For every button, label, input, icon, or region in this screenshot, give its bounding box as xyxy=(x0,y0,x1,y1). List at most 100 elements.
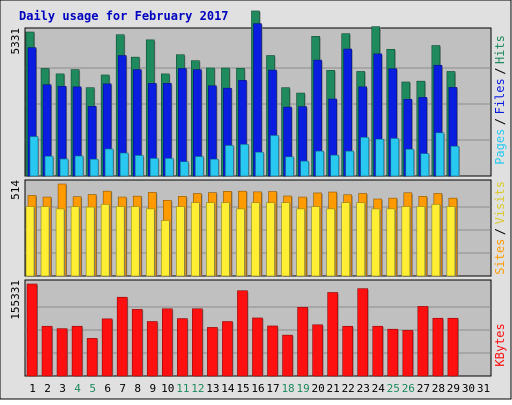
kbytes-bar-kbytes-21 xyxy=(327,292,338,377)
usage-legend-hits: Hits xyxy=(493,35,507,64)
kbytes-bar-kbytes-29 xyxy=(447,317,459,377)
usage-bar-pages-25 xyxy=(390,138,400,177)
kbytes-bar-kbytes-7 xyxy=(116,296,128,377)
usage-bar-pages-21 xyxy=(330,154,339,177)
usage-bar-pages-19 xyxy=(300,160,309,177)
usage-bar-pages-5 xyxy=(89,158,99,177)
usage-bar-pages-4 xyxy=(74,155,84,177)
visits-bar-visits-13 xyxy=(206,202,215,277)
usage-bar-pages-14 xyxy=(225,145,234,177)
visits-bar-visits-6 xyxy=(100,204,110,277)
usage-bar-pages-9 xyxy=(149,158,159,177)
kbytes-bar-kbytes-12 xyxy=(192,308,203,377)
visits-bar-visits-15 xyxy=(236,208,245,277)
kbytes-legend-kbytes: KBytes xyxy=(493,323,507,366)
day-label-1: 1 xyxy=(29,382,36,395)
kbytes-bar-kbytes-19 xyxy=(297,306,308,377)
day-label-30: 30 xyxy=(462,382,475,395)
day-label-7: 7 xyxy=(119,382,126,395)
usage-bar-pages-10 xyxy=(164,158,174,177)
kbytes-bar-kbytes-1 xyxy=(26,283,38,377)
usage-bar-pages-8 xyxy=(134,155,144,177)
visits-bar-visits-19 xyxy=(296,208,305,277)
visits-legend-visits: Visits xyxy=(493,181,507,224)
usage-bar-pages-16 xyxy=(255,151,264,177)
day-label-8: 8 xyxy=(134,382,141,395)
kbytes-bar-kbytes-22 xyxy=(342,325,353,377)
kbytes-bar-kbytes-16 xyxy=(252,317,263,377)
day-label-16: 16 xyxy=(251,382,264,395)
kbytes-bar-kbytes-20 xyxy=(312,324,323,377)
kbytes-bar-kbytes-13 xyxy=(207,327,218,377)
visits-bar-visits-10 xyxy=(160,220,170,277)
visits-bar-visits-12 xyxy=(191,202,200,277)
day-label-19: 19 xyxy=(296,382,309,395)
day-label-31: 31 xyxy=(477,382,490,395)
visits-legend-sep: / xyxy=(493,228,507,235)
day-label-5: 5 xyxy=(89,382,96,395)
usage-bar-pages-20 xyxy=(315,150,324,177)
kbytes-bar-kbytes-9 xyxy=(146,321,158,377)
usage-legend-sep1: / xyxy=(493,118,507,125)
visits-bar-visits-20 xyxy=(311,206,320,277)
visits-bar-visits-2 xyxy=(40,206,50,277)
day-label-13: 13 xyxy=(206,382,219,395)
visits-bar-visits-11 xyxy=(176,206,185,277)
kbytes-bar-kbytes-24 xyxy=(372,325,384,377)
day-label-25: 25 xyxy=(387,382,400,395)
visits-bar-visits-17 xyxy=(266,202,275,277)
usage-ymax-label: 5331 xyxy=(9,28,22,55)
usage-bar-pages-18 xyxy=(285,156,294,177)
usage-bar-pages-28 xyxy=(435,132,445,177)
kbytes-ymax-label: 155331 xyxy=(9,280,22,320)
kbytes-bar-kbytes-2 xyxy=(41,325,53,377)
kbytes-bar-kbytes-18 xyxy=(282,334,293,377)
usage-bar-pages-29 xyxy=(450,145,460,177)
day-label-4: 4 xyxy=(74,382,81,395)
visits-bar-visits-23 xyxy=(356,202,366,277)
visits-bar-visits-16 xyxy=(251,202,260,277)
day-label-24: 24 xyxy=(372,382,386,395)
kbytes-bar-kbytes-27 xyxy=(417,306,429,377)
kbytes-bar-kbytes-28 xyxy=(432,317,444,377)
day-label-18: 18 xyxy=(281,382,294,395)
kbytes-bar-kbytes-3 xyxy=(56,328,68,377)
usage-bar-pages-12 xyxy=(195,156,204,177)
day-label-23: 23 xyxy=(357,382,370,395)
visits-bar-visits-18 xyxy=(281,202,290,277)
kbytes-bar-kbytes-26 xyxy=(402,330,414,377)
day-label-29: 29 xyxy=(447,382,460,395)
kbytes-bar-kbytes-23 xyxy=(357,288,369,377)
kbytes-bar-kbytes-10 xyxy=(161,308,173,377)
kbytes-bar-kbytes-15 xyxy=(237,290,248,377)
usage-bar-pages-23 xyxy=(360,137,370,177)
usage-legend-sep2: / xyxy=(493,68,507,75)
kbytes-bar-kbytes-8 xyxy=(131,309,143,377)
day-label-11: 11 xyxy=(176,382,189,395)
usage-legend-pages: Pages xyxy=(493,129,507,165)
visits-bar-visits-22 xyxy=(341,202,350,277)
usage-bar-pages-13 xyxy=(210,158,219,177)
visits-bar-visits-27 xyxy=(416,206,426,277)
visits-ymax-label: 514 xyxy=(9,180,22,200)
visits-bar-visits-25 xyxy=(386,208,396,277)
day-label-21: 21 xyxy=(327,382,340,395)
visits-bar-visits-7 xyxy=(115,206,125,277)
usage-bar-pages-24 xyxy=(375,138,385,177)
day-label-14: 14 xyxy=(221,382,235,395)
usage-bar-pages-15 xyxy=(240,144,249,177)
day-label-15: 15 xyxy=(236,382,249,395)
usage-bar-pages-17 xyxy=(270,135,279,177)
usage-bar-pages-7 xyxy=(119,152,129,177)
visits-bar-visits-4 xyxy=(70,206,80,277)
visits-bar-visits-28 xyxy=(431,204,441,277)
day-label-10: 10 xyxy=(161,382,174,395)
chart-title: Daily usage for February 2017 xyxy=(19,9,229,23)
kbytes-bar-kbytes-5 xyxy=(86,338,98,377)
visits-bar-visits-9 xyxy=(145,208,155,277)
day-label-12: 12 xyxy=(191,382,204,395)
visits-bar-visits-1 xyxy=(25,206,35,277)
kbytes-bar-kbytes-17 xyxy=(267,325,278,377)
usage-bar-pages-6 xyxy=(104,148,114,177)
